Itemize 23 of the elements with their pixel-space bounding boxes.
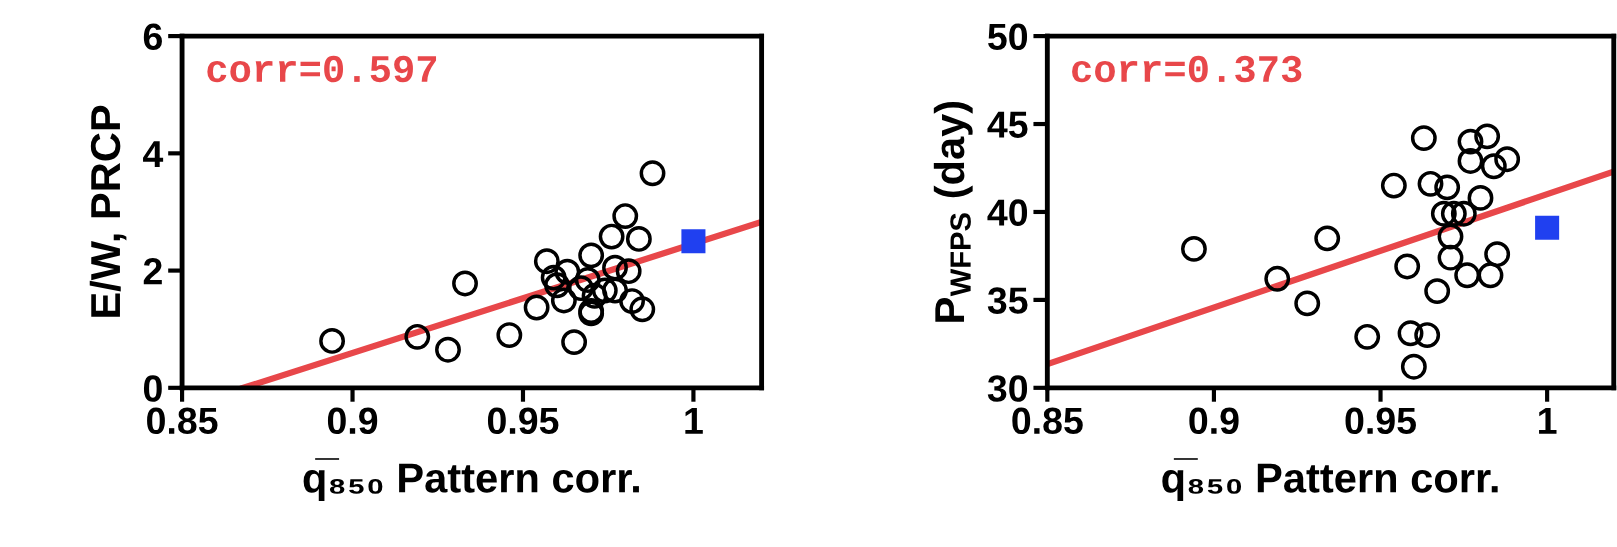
annotation: corr=0.597 — [207, 55, 437, 83]
y-tick-label: 35 — [987, 287, 1028, 314]
x-tick-label: 1 — [685, 407, 703, 434]
y-tick-label: 40 — [987, 199, 1028, 226]
x-tick-label: 0.95 — [1345, 407, 1416, 435]
x-tick-label: 0.9 — [327, 407, 378, 435]
x-tick-label: 0.9 — [1189, 407, 1239, 435]
y-tick-label: 50 — [988, 23, 1028, 51]
x-axis-title: q̅₈₅₀ Pattern corr. — [303, 458, 639, 501]
y-tick-label: 45 — [987, 111, 1028, 138]
annotation: corr=0.373 — [1072, 55, 1302, 83]
y-tick-label: 4 — [143, 141, 164, 167]
x-axis-title: q̅₈₅₀ Pattern corr. — [1162, 458, 1498, 501]
x-tick-label: 1 — [1539, 407, 1557, 434]
y-axis-title: P$_{WFPS}$ (day) — [933, 101, 973, 322]
y-tick-label: 0 — [143, 375, 162, 402]
y-tick-label: 6 — [143, 23, 162, 51]
y-tick-label: 2 — [143, 257, 162, 285]
x-tick-label: 0.85 — [147, 407, 218, 435]
y-tick-label: 30 — [987, 375, 1028, 402]
x-tick-label: 0.95 — [487, 407, 559, 435]
x-tick-label: 0.85 — [1012, 407, 1083, 435]
y-axis-title: E/W, PRCP — [89, 105, 127, 317]
